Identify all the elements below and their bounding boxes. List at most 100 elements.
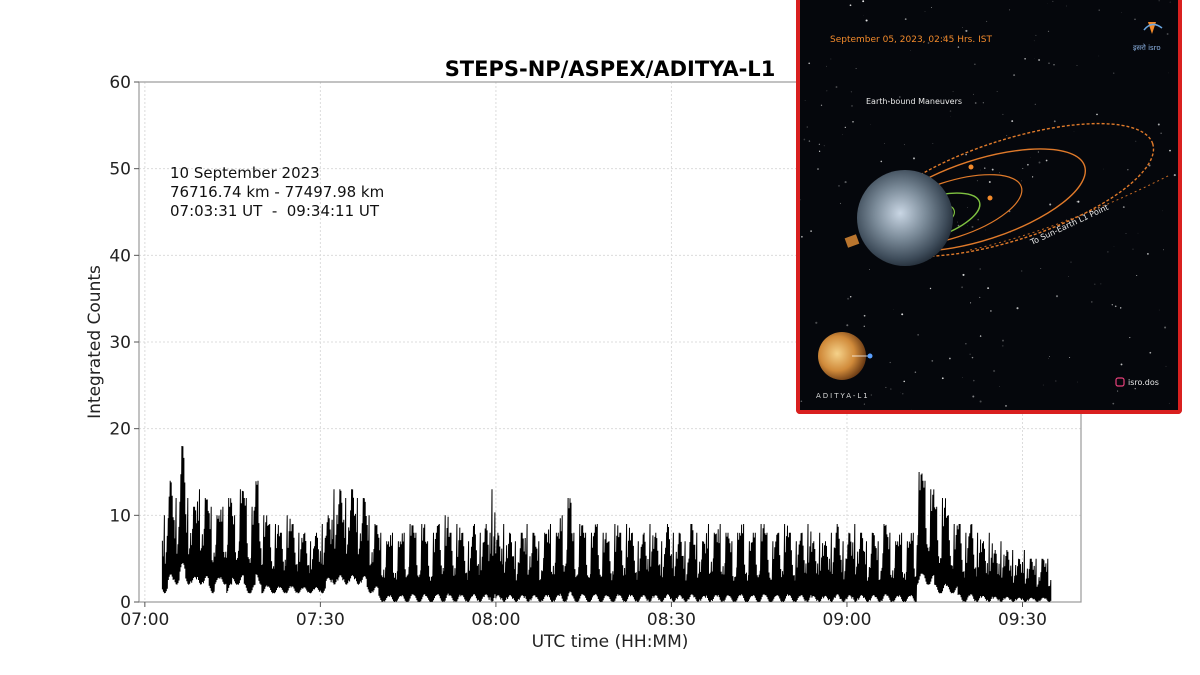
star — [970, 302, 972, 304]
data-series — [161, 445, 1052, 603]
star — [932, 143, 934, 144]
star — [850, 91, 853, 93]
star — [965, 343, 967, 345]
star — [835, 86, 838, 88]
star — [910, 50, 912, 52]
star — [1077, 200, 1080, 203]
star — [1009, 9, 1011, 11]
series-line-0 — [161, 445, 1052, 603]
maneuvers-label: Earth-bound Maneuvers — [866, 97, 962, 106]
star — [1040, 268, 1042, 269]
star — [1160, 132, 1162, 134]
y-axis-label: Integrated Counts — [85, 265, 105, 419]
star — [993, 369, 996, 373]
star — [927, 42, 930, 44]
star — [961, 377, 963, 378]
star — [943, 36, 945, 38]
star — [1149, 351, 1152, 354]
star — [957, 46, 960, 48]
star — [1055, 380, 1057, 382]
star — [855, 68, 857, 70]
star — [1135, 140, 1137, 142]
orbit-marker — [968, 164, 974, 170]
star — [904, 18, 907, 20]
star — [1169, 149, 1171, 152]
star — [1037, 151, 1039, 153]
star — [1027, 163, 1029, 166]
star — [849, 4, 852, 7]
star — [991, 168, 994, 171]
star — [1002, 345, 1004, 347]
star — [1048, 62, 1050, 65]
star — [863, 314, 866, 317]
star — [1129, 337, 1131, 339]
star — [800, 400, 803, 402]
x-tick-label: 08:00 — [471, 610, 520, 630]
spacecraft-icon — [844, 234, 860, 248]
star — [990, 310, 992, 312]
star — [1053, 120, 1056, 123]
star — [863, 325, 866, 328]
star — [1042, 384, 1044, 386]
star — [952, 90, 954, 93]
star — [946, 101, 948, 103]
earth-globe — [857, 170, 953, 266]
star — [1107, 251, 1109, 253]
star — [902, 393, 904, 395]
l1-label: To Sun-Earth L1 Point — [1028, 203, 1110, 248]
star — [865, 19, 868, 22]
star — [1157, 123, 1160, 126]
star — [1120, 363, 1123, 366]
star — [804, 100, 806, 101]
star — [985, 229, 986, 231]
star — [935, 102, 937, 104]
star — [820, 104, 823, 106]
orbit-marker — [987, 195, 993, 201]
star — [987, 287, 990, 290]
star — [1035, 34, 1037, 36]
star — [1052, 0, 1054, 2]
star — [962, 273, 965, 276]
star — [949, 110, 952, 112]
star — [890, 388, 892, 390]
star — [810, 230, 812, 232]
star — [912, 157, 916, 160]
star — [996, 91, 998, 92]
star — [984, 167, 986, 169]
star — [971, 225, 974, 228]
x-tick-label: 08:30 — [647, 610, 696, 630]
star — [986, 20, 988, 22]
star — [888, 100, 890, 102]
star — [1034, 103, 1036, 105]
star — [1068, 276, 1069, 277]
star — [979, 335, 982, 337]
annotation-time-range: 07:03:31 UT - 09:34:11 UT — [170, 202, 380, 220]
star — [1047, 30, 1050, 33]
star — [1100, 283, 1102, 285]
x-tick-label: 07:00 — [120, 610, 169, 630]
star — [844, 181, 847, 184]
star — [1111, 304, 1113, 306]
star — [1132, 248, 1134, 250]
emblem-dot — [867, 353, 873, 359]
star — [1158, 309, 1160, 311]
y-tick-label: 10 — [109, 506, 131, 526]
aditya-l1-label: ADITYA-L1 — [816, 392, 870, 400]
star — [924, 11, 926, 12]
star — [1163, 249, 1164, 251]
star — [823, 145, 825, 147]
y-tick-label: 20 — [109, 420, 131, 440]
star — [1146, 252, 1149, 255]
star — [1164, 326, 1167, 329]
star — [842, 134, 843, 135]
star — [830, 58, 832, 60]
star — [1002, 113, 1004, 115]
star — [973, 379, 975, 382]
star — [1045, 159, 1048, 162]
orbit-illustration: September 05, 2023, 02:45 Hrs. IST इसरो … — [800, 0, 1176, 410]
star — [1165, 365, 1167, 367]
star — [870, 394, 872, 396]
star — [1069, 356, 1071, 359]
star — [852, 121, 854, 123]
star — [1006, 135, 1008, 136]
